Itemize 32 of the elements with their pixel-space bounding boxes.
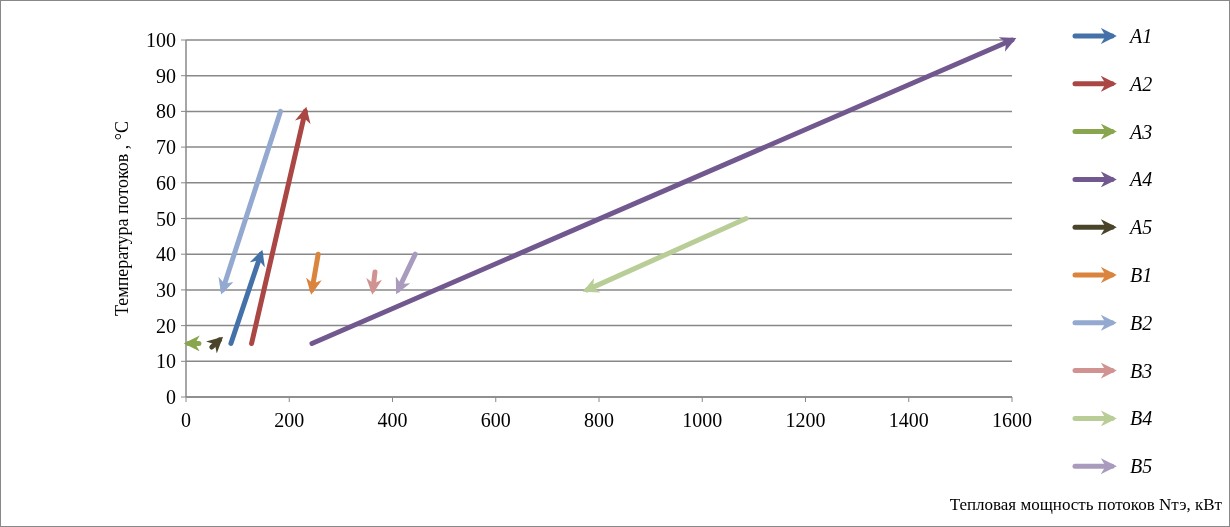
x-tick-label: 1000 <box>682 409 723 431</box>
legend-label: A1 <box>1128 25 1153 47</box>
y-tick-label: 0 <box>166 386 176 408</box>
x-tick-label: 1400 <box>888 409 929 431</box>
x-tick-label: 0 <box>181 409 191 431</box>
legend-label: A4 <box>1128 168 1153 191</box>
x-tick-label: 800 <box>584 409 614 431</box>
y-tick-label: 90 <box>156 64 176 87</box>
y-tick-label: 50 <box>156 207 176 230</box>
legend-label: B2 <box>1130 311 1153 334</box>
legend-label: A3 <box>1128 120 1153 143</box>
y-tick-label: 40 <box>156 243 176 266</box>
y-axis-title: Температура потоков , °С <box>112 120 132 317</box>
x-tick-label: 1600 <box>992 409 1032 431</box>
x-tick-label: 1200 <box>785 409 826 431</box>
legend-label: B3 <box>1130 359 1153 382</box>
legend-label: A5 <box>1128 216 1153 239</box>
x-tick-label: 200 <box>274 409 305 431</box>
x-axis-title: Тепловая мощность потоков Nтэ, кВт <box>949 495 1223 514</box>
legend-label: B1 <box>1130 264 1153 286</box>
y-tick-label: 100 <box>146 29 176 51</box>
legend-label: B5 <box>1130 455 1153 478</box>
y-tick-label: 20 <box>156 314 176 337</box>
y-tick-label: 30 <box>156 278 176 301</box>
legend-label: A2 <box>1128 72 1153 95</box>
legend-label: B4 <box>1130 407 1153 430</box>
x-tick-label: 400 <box>377 409 408 431</box>
x-tick-label: 600 <box>480 409 511 431</box>
y-tick-label: 10 <box>156 350 176 373</box>
y-tick-label: 80 <box>156 100 176 123</box>
y-tick-label: 60 <box>156 171 176 194</box>
y-tick-label: 70 <box>156 136 176 159</box>
